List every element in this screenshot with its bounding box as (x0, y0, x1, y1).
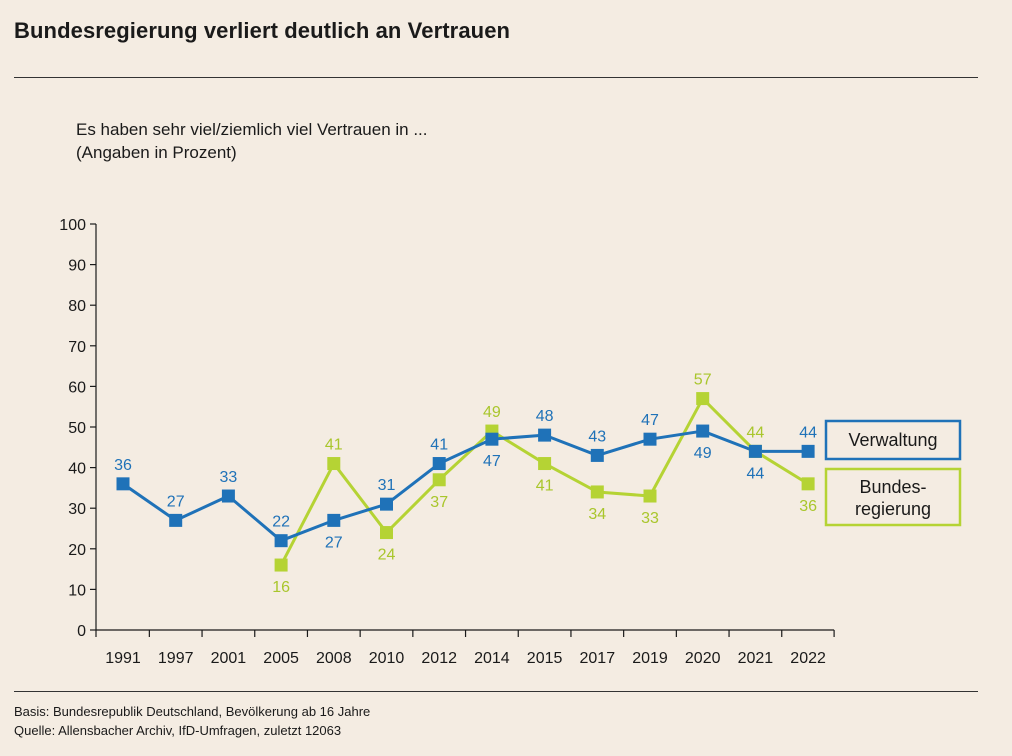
x-tick-label: 1991 (105, 650, 141, 667)
data-point-verwaltung (169, 513, 183, 527)
data-point-verwaltung (221, 489, 235, 503)
x-tick-label: 2001 (211, 650, 247, 667)
x-tick-label: 2008 (316, 650, 352, 667)
data-label-bundesregierung: 41 (536, 478, 554, 495)
chart-title: Bundesregierung verliert deutlich an Ver… (14, 18, 511, 43)
data-label-bundesregierung: 49 (483, 404, 501, 421)
data-point-bundesregierung (643, 489, 657, 503)
data-label-bundesregierung: 41 (325, 437, 343, 454)
chart-value-labels: 36 27 33 22 27 31 41 47 48 43 47 49 44 44 16 41 24 37 49 41… (114, 372, 817, 596)
data-label-verwaltung: 49 (694, 445, 712, 462)
data-point-verwaltung (748, 444, 762, 458)
data-point-verwaltung (274, 534, 288, 548)
data-label-bundesregierung: 24 (378, 547, 396, 564)
series-line-verwaltung (122, 429, 809, 543)
data-label-verwaltung: 27 (325, 534, 343, 551)
y-tick-label: 20 (68, 542, 86, 559)
data-point-bundesregierung (380, 526, 393, 540)
data-label-bundesregierung: 16 (272, 579, 290, 596)
chart-footer: Basis: Bundesrepublik Deutschland, Bevöl… (14, 702, 370, 740)
data-label-bundesregierung: 36 (799, 498, 817, 515)
bottom-divider (14, 691, 978, 692)
data-label-verwaltung: 44 (799, 424, 817, 441)
data-point-verwaltung (696, 424, 710, 438)
x-tick-label: 1997 (158, 650, 194, 667)
x-tick-label: 2021 (738, 650, 774, 667)
data-label-verwaltung: 27 (167, 493, 185, 510)
data-point-bundesregierung (590, 485, 604, 499)
x-tick-label: 2014 (474, 650, 510, 667)
y-tick-label: 100 (59, 217, 86, 234)
data-point-verwaltung (538, 428, 552, 442)
data-label-verwaltung: 43 (588, 428, 606, 445)
data-label-bundesregierung: 44 (747, 424, 765, 441)
data-point-verwaltung (590, 448, 604, 462)
x-tick-label: 2017 (580, 650, 616, 667)
y-tick-label: 80 (68, 298, 86, 315)
data-point-bundesregierung (432, 473, 446, 487)
data-point-bundesregierung (801, 477, 815, 491)
data-point-verwaltung (801, 444, 815, 458)
data-label-bundesregierung: 34 (588, 506, 606, 523)
data-label-verwaltung: 41 (430, 437, 448, 454)
y-tick-label: 90 (68, 258, 86, 275)
data-label-bundesregierung: 57 (694, 372, 712, 389)
data-point-verwaltung (116, 477, 130, 491)
legend-box-bundesregierung (824, 467, 962, 527)
subtitle-line-1: Es haben sehr viel/ziemlich viel Vertrau… (76, 120, 428, 139)
data-label-verwaltung: 44 (747, 465, 765, 482)
data-label-verwaltung: 47 (483, 453, 501, 470)
data-point-verwaltung (327, 513, 341, 527)
chart-subtitle: Es haben sehr viel/ziemlich viel Vertrau… (76, 118, 428, 164)
x-tick-label: 2010 (369, 650, 405, 667)
data-point-bundesregierung (274, 558, 288, 572)
y-tick-label: 30 (68, 501, 86, 518)
data-point-verwaltung (485, 432, 499, 446)
data-point-verwaltung (643, 432, 657, 446)
data-label-verwaltung: 36 (114, 457, 132, 474)
footer-source: Quelle: Allensbacher Archiv, IfD-Umfrage… (14, 723, 342, 738)
x-tick-label: 2022 (790, 650, 826, 667)
subtitle-line-2: (Angaben in Prozent) (76, 143, 237, 162)
data-label-verwaltung: 47 (641, 412, 659, 429)
y-tick-label: 40 (68, 461, 86, 478)
y-tick-label: 60 (68, 379, 86, 396)
data-point-verwaltung (432, 457, 446, 471)
legend-label-bundesregierung: regierung (855, 499, 931, 519)
legend-label-bundesregierung: Bundes- (859, 477, 926, 497)
data-label-bundesregierung: 33 (641, 510, 659, 527)
footer-basis: Basis: Bundesrepublik Deutschland, Bevöl… (14, 704, 371, 719)
data-label-verwaltung: 33 (220, 469, 238, 486)
top-divider (14, 77, 978, 78)
data-point-bundesregierung (538, 457, 552, 471)
x-tick-label: 2005 (263, 650, 299, 667)
legend-label-verwaltung: Verwaltung (848, 430, 937, 450)
chart-axes: 0 10 20 30 40 50 60 70 80 90 100 1991 1997 2001 2005 20… (59, 217, 835, 667)
legend-box-verwaltung (824, 419, 962, 461)
y-tick-label: 10 (68, 582, 86, 599)
x-tick-label: 2015 (527, 650, 563, 667)
data-point-verwaltung (380, 497, 393, 511)
chart-legend: Verwaltung Bundes-regierung (824, 419, 962, 527)
x-tick-label: 2012 (421, 650, 457, 667)
data-point-bundesregierung (696, 392, 710, 406)
x-tick-label: 2019 (632, 650, 668, 667)
data-point-bundesregierung (327, 457, 341, 471)
data-label-verwaltung: 22 (272, 514, 290, 531)
y-tick-label: 0 (77, 623, 86, 640)
y-tick-label: 70 (68, 339, 86, 356)
y-tick-label: 50 (68, 420, 86, 437)
chart-markers (116, 392, 815, 572)
data-label-verwaltung: 31 (378, 477, 396, 494)
data-label-bundesregierung: 37 (430, 494, 448, 511)
data-label-verwaltung: 48 (536, 408, 554, 425)
x-tick-label: 2020 (685, 650, 721, 667)
